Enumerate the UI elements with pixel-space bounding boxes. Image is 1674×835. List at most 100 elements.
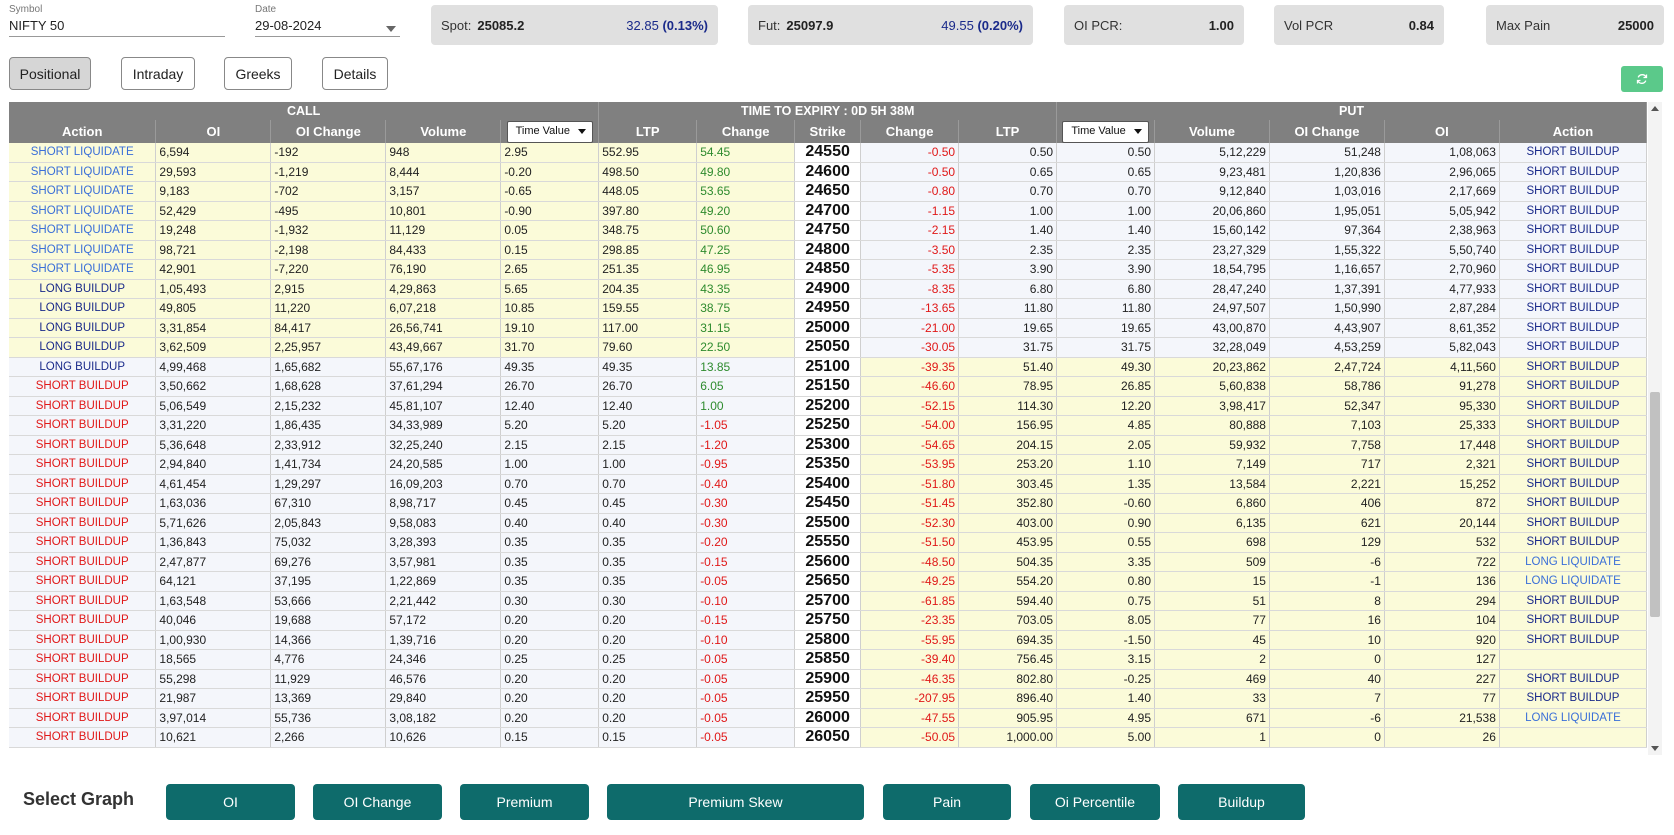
table-row: LONG BUILDUP 3,31,854 84,417 26,56,741 19.10… xyxy=(9,318,1647,338)
put-action-cell: SHORT BUILDUP xyxy=(1499,474,1647,494)
call-action-cell: SHORT LIQUIDATE xyxy=(9,181,157,202)
max-pain-label: Max Pain xyxy=(1496,17,1551,33)
strike-cell: 26050 xyxy=(794,727,862,748)
put-volume-cell: 2 xyxy=(1154,649,1270,670)
fut-value: 25097.9 xyxy=(786,17,834,33)
put-volume-cell: 5,60,838 xyxy=(1154,376,1270,397)
put-time-value-cell: 0.90 xyxy=(1056,513,1155,533)
graph-button-pain[interactable]: Pain xyxy=(883,784,1011,820)
call-time-value-cell: -0.65 xyxy=(500,181,600,202)
chevron-down-icon[interactable] xyxy=(386,26,396,32)
put-oi-cell: 8,61,352 xyxy=(1384,318,1500,338)
call-ltp-cell: 498.50 xyxy=(598,162,698,182)
graph-button-buildup[interactable]: Buildup xyxy=(1178,784,1305,820)
put-change-cell: -47.55 xyxy=(860,708,960,728)
positional-button[interactable]: Positional xyxy=(9,57,91,90)
strike-cell: 24900 xyxy=(794,279,862,299)
table-row: SHORT BUILDUP 1,00,930 14,366 1,39,716 0.20 0… xyxy=(9,630,1647,650)
call-oi-change-cell: 2,266 xyxy=(270,727,387,748)
call-volume-cell: 37,61,294 xyxy=(385,376,502,397)
call-ltp-cell: 0.40 xyxy=(598,513,698,533)
call-volume-cell: 9,58,083 xyxy=(385,513,502,533)
call-time-value-cell: 0.20 xyxy=(500,688,600,709)
table-row: SHORT BUILDUP 5,36,648 2,33,912 32,25,240 2.… xyxy=(9,435,1647,455)
put-change-cell: -52.30 xyxy=(860,513,960,533)
put-time-value-select[interactable]: Time Value xyxy=(1062,121,1149,143)
call-action-cell: SHORT BUILDUP xyxy=(9,727,157,748)
call-ltp-cell: 298.85 xyxy=(598,240,698,260)
table-scrollbar[interactable] xyxy=(1648,102,1662,755)
symbol-field[interactable]: Symbol NIFTY 50 xyxy=(9,4,225,37)
call-change-cell: -0.05 xyxy=(696,727,796,748)
put-change-cell: -46.60 xyxy=(860,376,960,397)
put-action-cell: SHORT BUILDUP xyxy=(1499,591,1647,611)
scrollbar-thumb[interactable] xyxy=(1650,392,1660,617)
call-change-cell: -0.30 xyxy=(696,493,796,514)
greeks-button[interactable]: Greeks xyxy=(224,57,292,90)
put-ltp-cell: 78.95 xyxy=(958,376,1058,397)
put-ltp-cell: 756.45 xyxy=(958,649,1058,670)
column-header: OI Change xyxy=(270,120,387,143)
put-change-cell: -49.25 xyxy=(860,571,960,592)
column-header: Volume xyxy=(385,120,502,143)
put-volume-cell: 5,12,229 xyxy=(1154,143,1270,163)
graph-button-premium-skew[interactable]: Premium Skew xyxy=(607,784,864,820)
graph-button-premium[interactable]: Premium xyxy=(460,784,589,820)
fut-box: Fut: 25097.9 49.55 (0.20%) xyxy=(748,5,1033,45)
put-oi-cell: 20,144 xyxy=(1384,513,1500,533)
call-oi-change-cell: -1,932 xyxy=(270,220,387,241)
put-action-cell: SHORT BUILDUP xyxy=(1499,240,1647,260)
strike-cell: 25400 xyxy=(794,474,862,494)
call-oi-cell: 29,593 xyxy=(155,162,272,182)
call-time-value-select[interactable]: Time Value xyxy=(506,121,593,143)
call-oi-change-cell: 19,688 xyxy=(270,610,387,631)
call-oi-cell: 64,121 xyxy=(155,571,272,592)
call-time-value-cell: 0.45 xyxy=(500,493,600,514)
graph-button-oi-percentile[interactable]: Oi Percentile xyxy=(1030,784,1160,820)
strike-cell: 25150 xyxy=(794,376,862,397)
intraday-button[interactable]: Intraday xyxy=(121,57,195,90)
put-action-cell: SHORT BUILDUP xyxy=(1499,454,1647,475)
put-action-cell: LONG LIQUIDATE xyxy=(1499,708,1647,728)
refresh-button[interactable] xyxy=(1621,66,1663,92)
call-ltp-cell: 397.80 xyxy=(598,201,698,221)
call-oi-change-cell: 67,310 xyxy=(270,493,387,514)
call-oi-change-cell: 1,29,297 xyxy=(270,474,387,494)
call-action-cell: SHORT LIQUIDATE xyxy=(9,201,157,221)
date-picker[interactable]: Date 29-08-2024 xyxy=(255,4,400,37)
call-volume-cell: 4,29,863 xyxy=(385,279,502,299)
graph-button-oi-change[interactable]: OI Change xyxy=(313,784,442,820)
call-time-value-cell: 5.65 xyxy=(500,279,600,299)
strike-cell: 25100 xyxy=(794,357,862,377)
call-change-cell: 1.00 xyxy=(696,396,796,416)
spot-change-pct: (0.13%) xyxy=(662,17,708,33)
put-action-cell xyxy=(1499,727,1647,748)
call-time-value-cell: 31.70 xyxy=(500,337,600,358)
call-ltp-cell: 1.00 xyxy=(598,454,698,475)
put-oi-cell: 4,11,560 xyxy=(1384,357,1500,377)
call-oi-change-cell: 1,65,682 xyxy=(270,357,387,377)
details-button[interactable]: Details xyxy=(322,57,388,90)
put-volume-cell: 698 xyxy=(1154,532,1270,553)
table-row: SHORT BUILDUP 64,121 37,195 1,22,869 0.35 0.3… xyxy=(9,571,1647,592)
put-time-value-cell: 1.40 xyxy=(1056,220,1155,241)
call-volume-cell: 43,49,667 xyxy=(385,337,502,358)
call-time-value-cell: 26.70 xyxy=(500,376,600,397)
call-ltp-cell: 0.35 xyxy=(598,532,698,553)
table-row: SHORT BUILDUP 2,94,840 1,41,734 24,20,585 1.… xyxy=(9,454,1647,475)
call-ltp-cell: 0.35 xyxy=(598,552,698,572)
put-volume-cell: 51 xyxy=(1154,591,1270,611)
scroll-down-icon[interactable] xyxy=(1651,746,1659,751)
scroll-up-icon[interactable] xyxy=(1651,106,1659,111)
call-oi-cell: 1,63,548 xyxy=(155,591,272,611)
call-change-cell: 54.45 xyxy=(696,143,796,163)
graph-button-oi[interactable]: OI xyxy=(166,784,295,820)
call-change-cell: -0.05 xyxy=(696,708,796,728)
call-oi-change-cell: 55,736 xyxy=(270,708,387,728)
column-header: OI xyxy=(155,120,272,143)
call-volume-cell: 45,81,107 xyxy=(385,396,502,416)
spot-change-value: 32.85 xyxy=(626,17,659,33)
call-ltp-cell: 0.20 xyxy=(598,669,698,689)
call-action-cell: LONG BUILDUP xyxy=(9,318,157,338)
put-ltp-cell: 0.65 xyxy=(958,162,1058,182)
